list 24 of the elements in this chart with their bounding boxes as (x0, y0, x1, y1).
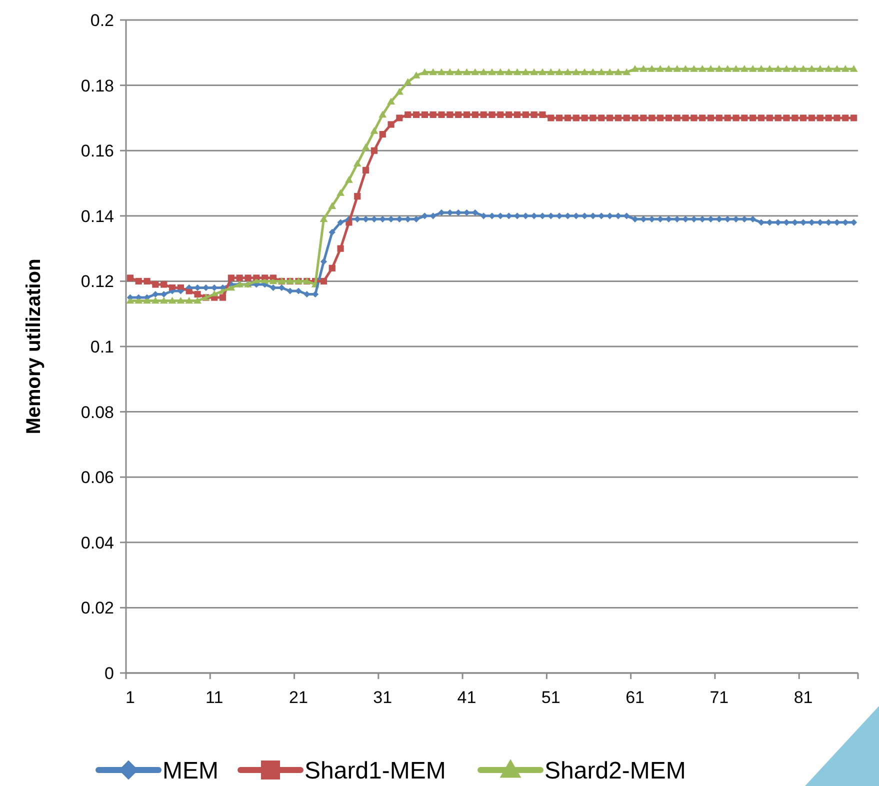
y-tick-label: 0.04 (80, 533, 114, 552)
x-tick-label: 61 (626, 688, 644, 707)
x-tick-label: 41 (457, 688, 476, 707)
legend-label: Shard2-MEM (544, 757, 686, 784)
x-tick-label: 31 (373, 688, 392, 707)
y-tick-label: 0.16 (80, 142, 114, 161)
y-tick-label: 0.18 (80, 76, 114, 96)
y-axis-title: Memory utilization (23, 258, 45, 434)
y-tick-label: 0.2 (90, 10, 114, 30)
x-tick-label: 11 (206, 688, 224, 707)
x-tick-label: 71 (710, 688, 729, 707)
y-tick-label: 0.08 (80, 402, 114, 422)
legend-label: MEM (162, 757, 218, 784)
y-tick-label: 0.1 (90, 337, 114, 356)
legend-label: Shard1-MEM (304, 757, 446, 784)
y-tick-label: 0 (104, 664, 114, 683)
x-tick-label: 1 (125, 688, 135, 707)
x-tick-label: 81 (794, 688, 813, 707)
y-tick-label: 0.14 (80, 206, 114, 226)
y-tick-label: 0.12 (80, 272, 114, 292)
x-tick-label: 51 (541, 688, 560, 707)
y-tick-label: 0.02 (80, 598, 114, 618)
x-tick-label: 21 (289, 688, 308, 707)
y-tick-label: 0.06 (80, 468, 114, 488)
